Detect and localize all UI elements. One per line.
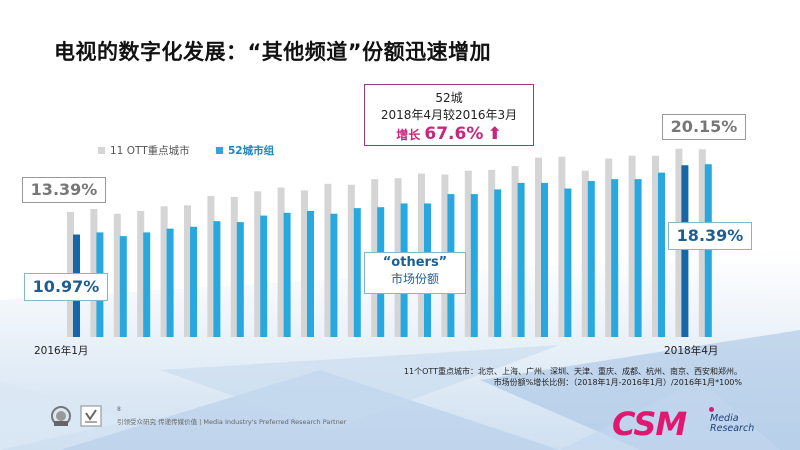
growth-value: 67.6% [424,124,484,144]
bar-ott-19 [511,166,519,337]
bar-52-city-8 [260,215,268,337]
certification-seal-icon [51,406,71,426]
bar-52-city-22 [587,181,595,337]
bar-ott-2 [113,213,121,337]
legend-item-52: 52城市组 [216,143,274,158]
legend-swatch-blue [216,147,223,154]
growth-box: 52城 2018年4月较2016年3月 增长 67.6% ⬆ [364,84,534,146]
bar-ott-3 [137,210,145,337]
bar-52-city-7 [236,222,244,337]
growth-line1: 52城 [435,91,463,105]
bar-52-city-23 [611,179,619,337]
bar-ott-10 [301,190,308,337]
bar-52-city-25 [658,172,665,337]
growth-prefix: 增长 [396,128,421,142]
bar-ott-21 [558,156,566,337]
bar-52-city-11 [330,213,338,337]
callout-gray-start: 13.39% [22,177,106,203]
note-formula: 市场份额%增长比例：（2018年1月-2016年1月）/2016年1月*100% [493,378,742,387]
growth-line2: 2018年4月较2016年3月 [380,108,518,122]
bar-ott-8 [254,191,262,337]
others-box: “others” 市场份额 [364,252,466,294]
bar-52-city-20 [541,182,548,337]
growth-line3: 增长 67.6% ⬆ [365,124,533,144]
bar-52-city-4 [166,228,174,337]
callout-blue-start: 10.97% [24,273,108,301]
up-arrow-icon: ⬆ [487,124,502,144]
bar-ott-6 [207,195,215,337]
bar-52-city-19 [517,182,525,337]
note-cities: 11个OTT重点城市：北京、上海、广州、深圳、天津、重庆、成都、杭州、南京、西安… [403,367,742,376]
legend-swatch-gray [98,147,105,154]
bar-ott-17 [464,170,472,337]
csm-logo-subtitle: Media Research [710,414,754,434]
bar-52-city-10 [307,210,314,337]
bar-ott-11 [324,183,332,337]
legend-item-ott: 11 OTT重点城市 [98,143,190,158]
bar-ott-25 [652,155,659,337]
bar-ott-23 [605,158,613,337]
certification-badge-icon [80,405,102,427]
legend-label-52: 52城市组 [228,145,275,157]
bar-52-city-18 [494,189,502,337]
logo-sub-media: Media [710,413,739,424]
bar-ott-12 [347,184,355,337]
page-number: 8 [117,406,121,413]
x-tick-label-start: 2016年1月 [34,345,89,357]
bar-ott-24 [628,155,636,337]
legend-label-ott: 11 OTT重点城市 [110,145,190,157]
bar-52-city-26 [681,165,689,337]
x-tick-label-end: 2018年4月 [664,345,719,357]
bar-52-city-17 [470,194,478,337]
bar-ott-9 [277,187,285,337]
bar-ott-22 [581,170,589,337]
callout-blue-end: 18.39% [668,222,752,250]
bar-ott-20 [535,157,542,337]
logo-registered-dot [709,407,714,412]
bar-ott-5 [184,205,191,337]
bar-52-city-6 [213,221,221,337]
bar-52-city-3 [143,232,151,337]
logo-sub-research: Research [710,423,755,434]
bar-52-city-21 [564,188,572,337]
footer-tagline: 引领受众研究 传递传媒价值 | Media Industry's Preferr… [117,418,347,426]
bar-52-city-12 [353,208,361,337]
bar-ott-7 [230,196,238,337]
bar-52-city-9 [283,212,291,337]
bar-52-city-24 [634,179,642,337]
bar-ott-4 [160,206,168,337]
bar-52-city-27 [704,164,712,337]
others-line2: 市场份额 [390,272,439,286]
callout-gray-end: 20.15% [662,114,746,140]
page-title: 电视的数字化发展：“其他频道”份额迅速增加 [54,40,492,64]
bar-52-city-5 [190,226,197,337]
csm-logo: CSM [612,405,687,443]
others-line1: “others” [382,255,448,270]
bar-ott-18 [488,169,496,337]
bar-52-city-2 [119,236,127,337]
